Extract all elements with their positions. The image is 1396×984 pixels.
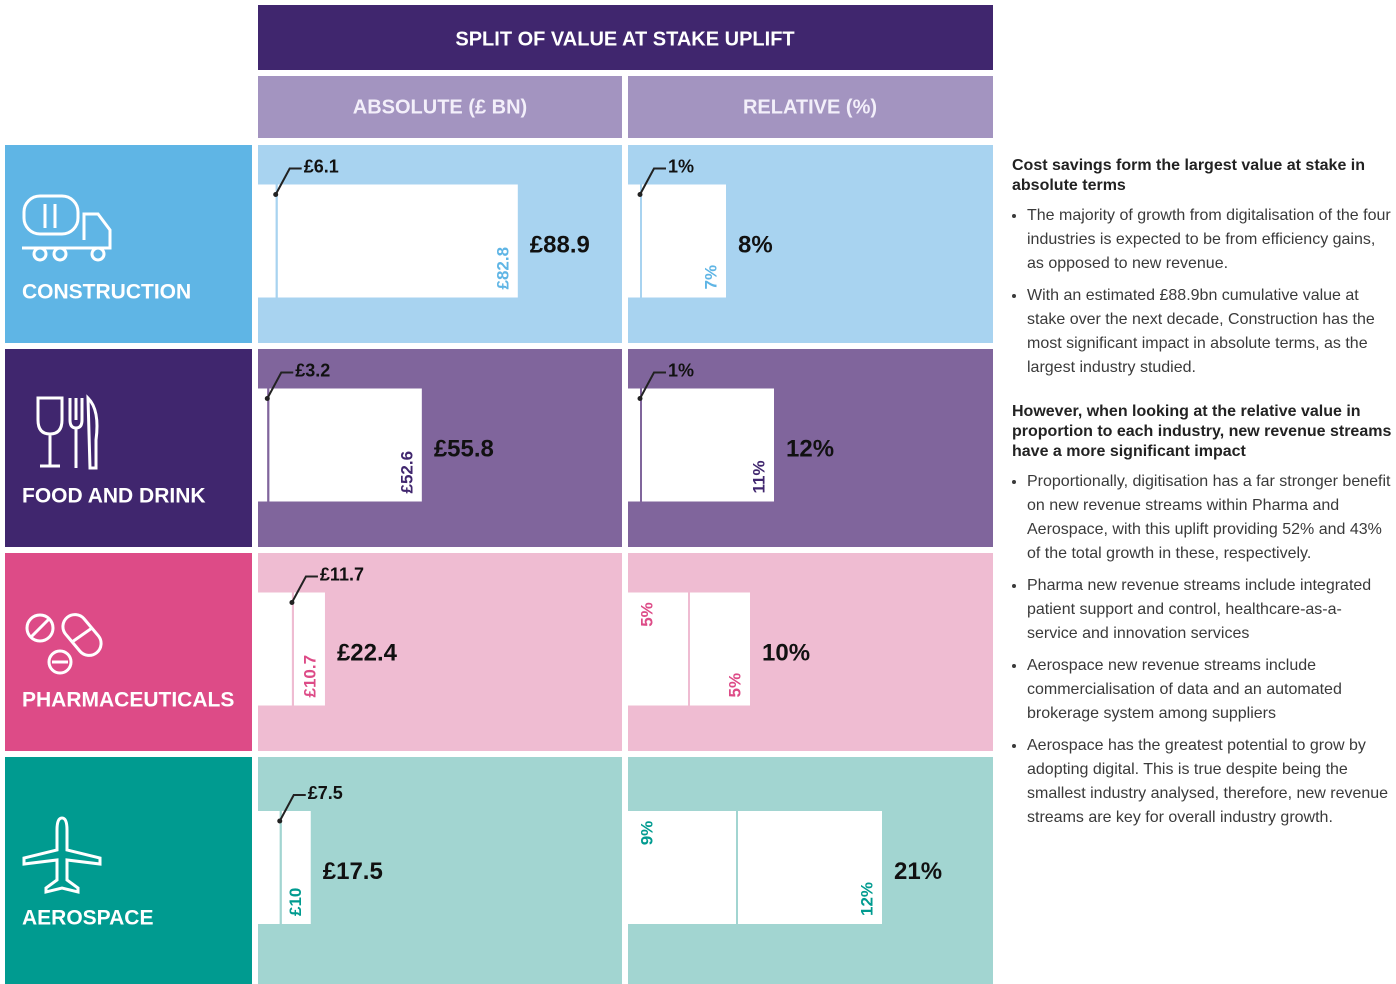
- title: SPLIT OF VALUE AT STAKE UPLIFT: [455, 28, 794, 50]
- new-revenue-bar: [628, 184, 640, 298]
- sidebar-heading: Cost savings form the largest value at s…: [1012, 157, 1366, 194]
- leader-line: [291, 575, 318, 603]
- value-label: £11.7: [320, 564, 364, 584]
- leader-line: [639, 167, 666, 195]
- cost-savings-bar: [269, 388, 422, 502]
- bullet-list: Proportionally, digitisation has a far s…: [1012, 470, 1392, 830]
- sidebar: Cost savings form the largest value at s…: [1012, 156, 1392, 852]
- value-label: 1%: [668, 360, 694, 380]
- title-bar: [258, 5, 993, 70]
- new-revenue-bar: [258, 592, 292, 706]
- truck-icon: [22, 194, 112, 262]
- value-label: £3.2: [295, 360, 330, 380]
- bullet: The majority of growth from digitalisati…: [1027, 204, 1392, 276]
- total-label: £17.5: [323, 858, 383, 885]
- cost-savings-bar: [738, 811, 882, 924]
- value-label: £82.8: [493, 247, 512, 290]
- new-revenue-bar: [258, 388, 268, 502]
- value-label: 1%: [668, 156, 694, 176]
- total-label: 12%: [786, 435, 834, 462]
- value-label: £52.6: [397, 451, 416, 494]
- cost-savings-bar: [293, 592, 325, 706]
- cost-savings-bar: [281, 811, 311, 924]
- total-label: £55.8: [434, 435, 494, 462]
- row-label: CONSTRUCTION: [22, 281, 191, 304]
- new-revenue-bar: [628, 592, 688, 706]
- bullet: Pharma new revenue streams include integ…: [1027, 574, 1392, 646]
- new-revenue-bar: [628, 811, 736, 924]
- plane-icon: [22, 816, 102, 894]
- bullet: Aerospace new revenue streams include co…: [1027, 654, 1392, 726]
- cost-savings-bar: [642, 388, 774, 502]
- bullet: With an estimated £88.9bn cumulative val…: [1027, 284, 1392, 380]
- cost-savings-bar: [277, 184, 518, 298]
- value-label: 7%: [701, 265, 720, 290]
- cost-savings-bar: [642, 184, 726, 298]
- leader-line: [266, 371, 294, 399]
- leader-line: [639, 371, 666, 399]
- value-label: £6.1: [304, 156, 339, 176]
- row-label: AEROSPACE: [22, 907, 153, 930]
- cell: [258, 757, 622, 984]
- total-label: £88.9: [530, 231, 590, 258]
- column-label: ABSOLUTE (£ BN): [353, 96, 527, 118]
- icons: [22, 194, 112, 894]
- total-label: 21%: [894, 858, 942, 885]
- value-label: 5%: [725, 673, 744, 698]
- row-label-cell: [5, 349, 252, 547]
- new-revenue-bar: [258, 811, 280, 924]
- bullet: Aerospace has the greatest potential to …: [1027, 734, 1392, 830]
- value-label: 9%: [637, 821, 656, 846]
- total-label: £22.4: [337, 639, 398, 666]
- cost-savings-bar: [690, 592, 750, 706]
- chart: SPLIT OF VALUE AT STAKE UPLIFT ABSOLUTE …: [5, 5, 993, 984]
- value-label: 11%: [749, 460, 768, 493]
- leader-line: [274, 167, 302, 195]
- bullet-list: The majority of growth from digitalisati…: [1012, 204, 1392, 380]
- value-label: £7.5: [308, 783, 343, 803]
- pills-icon: [25, 613, 103, 675]
- total-label: 10%: [762, 639, 810, 666]
- value-label: £10: [286, 888, 305, 916]
- row-label-cell: [5, 757, 252, 984]
- new-revenue-bar: [258, 184, 276, 298]
- leader-line: [278, 794, 306, 822]
- row-label: PHARMACEUTICALS: [22, 689, 234, 712]
- row-label: FOOD AND DRINK: [22, 485, 206, 508]
- cutlery-icon: [36, 394, 99, 470]
- row-label-cell: [5, 145, 252, 343]
- value-label: £10.7: [300, 655, 319, 698]
- column-header: [258, 76, 622, 138]
- value-label: 12%: [857, 882, 876, 916]
- bullet: Proportionally, digitisation has a far s…: [1027, 470, 1392, 566]
- row-label-cell: [5, 553, 252, 751]
- column-label: RELATIVE (%): [743, 96, 877, 118]
- total-label: 8%: [738, 231, 773, 258]
- sidebar-heading: However, when looking at the relative va…: [1012, 403, 1392, 460]
- new-revenue-bar: [628, 388, 640, 502]
- column-header: [628, 76, 993, 138]
- value-label: 5%: [637, 602, 656, 627]
